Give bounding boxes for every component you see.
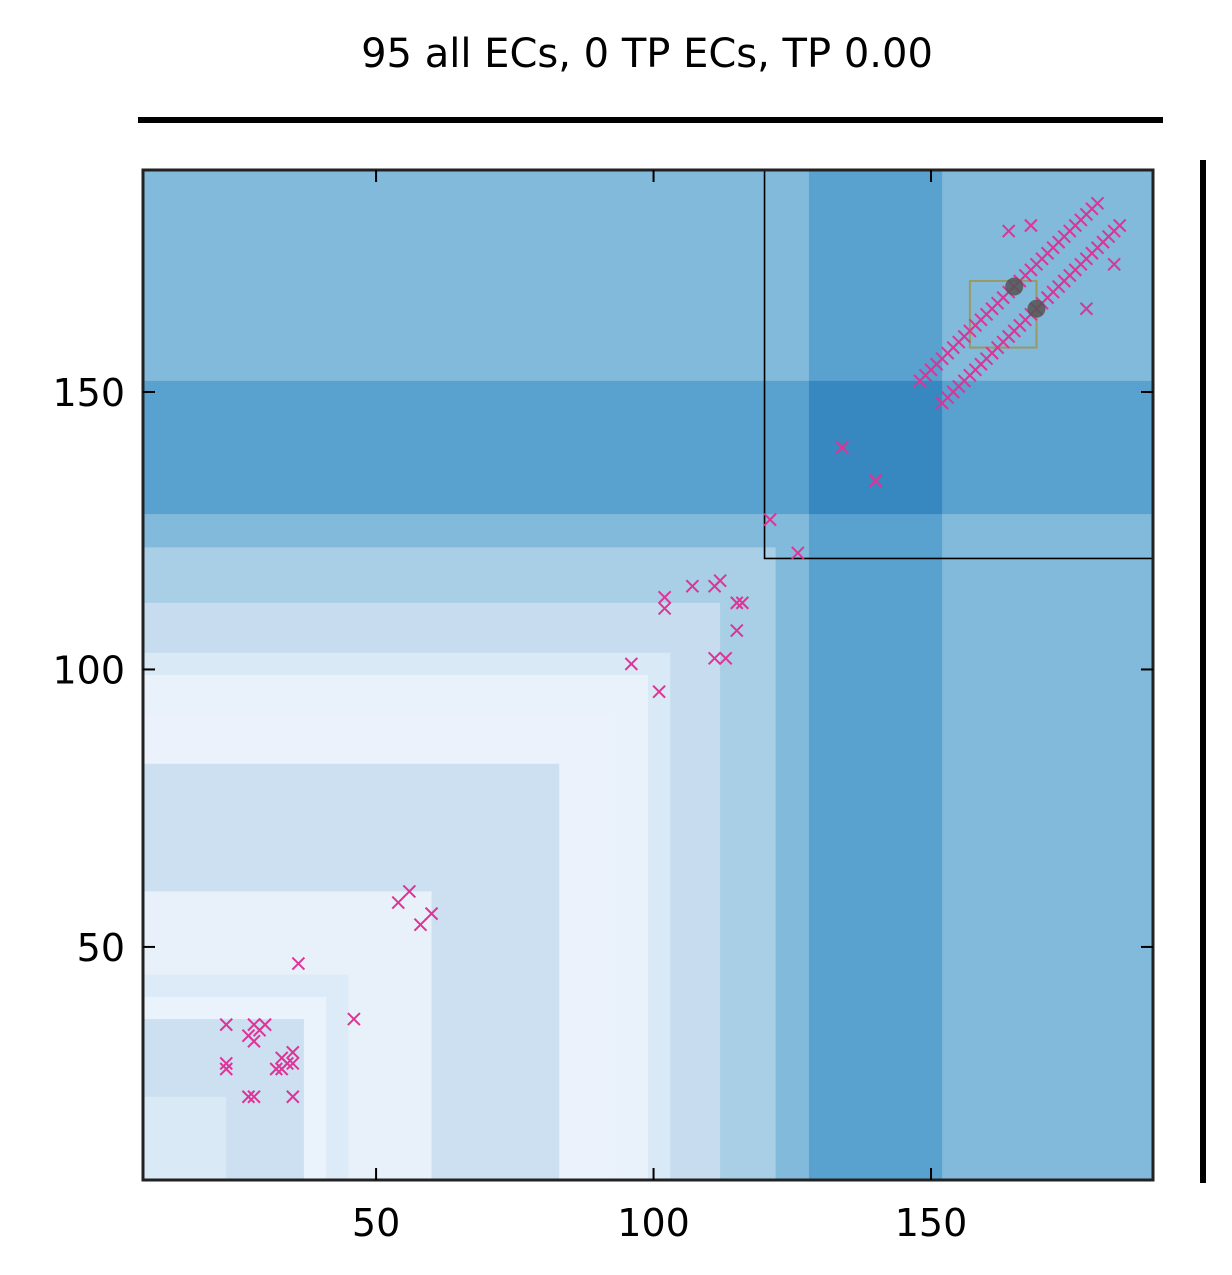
point-x-stroke	[713, 573, 727, 588]
x-tick-label: 100	[617, 1201, 690, 1245]
point-x	[219, 1017, 233, 1032]
point-x	[718, 651, 733, 666]
point-x-stroke	[735, 596, 750, 610]
y-tick-label: 150	[52, 371, 125, 415]
point-dot	[1005, 277, 1024, 296]
point-x	[286, 1045, 300, 1060]
point-x-stroke	[219, 1056, 233, 1071]
y-tick-label: 100	[52, 648, 125, 692]
point-x	[685, 579, 700, 593]
point-x	[1090, 196, 1105, 211]
y-tick-label: 50	[77, 926, 125, 970]
point-x-stroke	[1002, 224, 1016, 238]
point-x-stroke	[219, 1017, 233, 1032]
point-x-stroke	[424, 906, 439, 921]
point-x-stroke	[1024, 218, 1038, 233]
point-x	[269, 1062, 283, 1076]
point-x	[835, 440, 849, 455]
point-x-stroke	[730, 596, 744, 610]
point-x	[424, 906, 439, 921]
point-x	[657, 590, 672, 605]
plot-frame	[141, 168, 1155, 1182]
heat-col-band	[808, 170, 943, 1180]
point-x-stroke	[1107, 257, 1121, 272]
point-x-stroke	[868, 474, 883, 488]
point-x	[1002, 224, 1016, 238]
point-x	[652, 684, 666, 699]
point-x-stroke	[286, 1090, 300, 1104]
point-x-stroke	[280, 1056, 294, 1071]
point-x	[1024, 218, 1038, 233]
point-x	[391, 895, 405, 910]
point-x-stroke	[247, 1090, 261, 1104]
point-x-stroke	[718, 651, 733, 666]
point-x-stroke	[652, 684, 666, 699]
point-x-stroke	[286, 1045, 300, 1060]
point-x	[730, 596, 744, 610]
point-x-stroke	[730, 623, 744, 638]
point-dot	[1027, 299, 1046, 318]
point-x	[402, 884, 417, 899]
point-x-stroke	[657, 601, 672, 616]
point-x	[219, 1062, 233, 1076]
x-tick-label: 150	[895, 1201, 968, 1245]
heat-block	[143, 1096, 227, 1180]
point-x	[241, 1090, 256, 1104]
point-x	[707, 651, 722, 666]
point-x-stroke	[1090, 196, 1105, 211]
point-x	[347, 1012, 361, 1026]
point-x	[730, 623, 744, 638]
point-x-stroke	[269, 1062, 283, 1076]
point-x-stroke	[657, 590, 672, 605]
point-x	[735, 596, 750, 610]
scatter-points	[219, 196, 1127, 1104]
point-x	[713, 573, 727, 588]
point-x	[868, 474, 883, 488]
point-x	[286, 1056, 300, 1071]
axis-ticks: 50 100 150 50 100 150	[52, 170, 1153, 1245]
point-x-stroke	[1079, 302, 1094, 316]
point-x	[1079, 302, 1094, 316]
heatmap	[143, 170, 1153, 1180]
point-x	[247, 1090, 261, 1104]
heat-row-band	[143, 380, 1153, 515]
point-x	[291, 956, 306, 971]
point-x	[219, 1056, 233, 1071]
point-x-stroke	[241, 1090, 256, 1104]
point-x-stroke	[685, 579, 700, 593]
point-x	[286, 1090, 300, 1104]
point-x-stroke	[791, 546, 805, 560]
point-x	[1112, 218, 1127, 233]
point-x-stroke	[391, 895, 405, 910]
point-x-stroke	[258, 1017, 272, 1032]
point-x	[413, 918, 428, 932]
point-x-stroke	[402, 884, 417, 899]
point-x-stroke	[347, 1012, 361, 1026]
point-x	[791, 546, 805, 560]
point-x-stroke	[624, 657, 639, 671]
point-x	[280, 1056, 294, 1071]
point-x	[657, 601, 672, 616]
point-x	[763, 512, 777, 527]
point-x	[1107, 257, 1121, 272]
point-x-stroke	[1112, 218, 1127, 233]
point-x-stroke	[413, 918, 428, 932]
point-x	[258, 1017, 272, 1032]
point-x	[247, 1034, 261, 1048]
point-x-stroke	[835, 440, 849, 455]
point-x-stroke	[763, 512, 777, 527]
point-x-stroke	[291, 956, 306, 971]
chart-title: 95 all ECs, 0 TP ECs, TP 0.00	[361, 31, 933, 77]
x-tick-label: 50	[352, 1201, 400, 1245]
point-x-stroke	[286, 1056, 300, 1071]
point-x-stroke	[247, 1034, 261, 1048]
point-x-stroke	[219, 1062, 233, 1076]
point-x	[624, 657, 639, 671]
point-x-stroke	[707, 651, 722, 666]
heat-cross-center	[808, 380, 943, 515]
